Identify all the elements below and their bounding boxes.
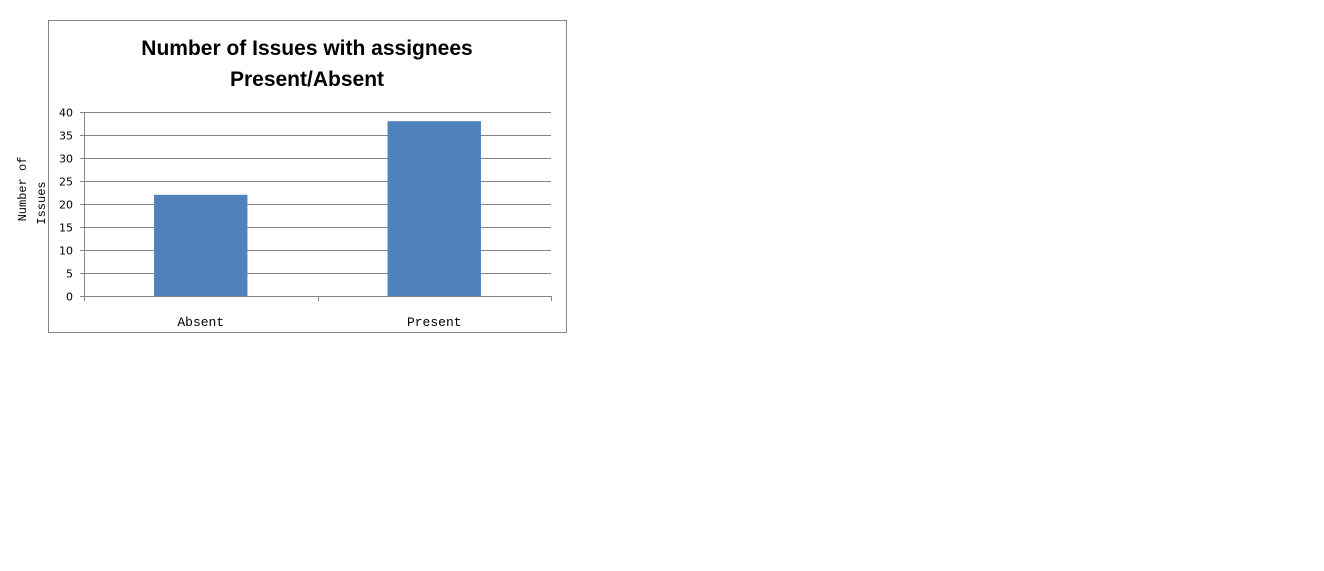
y-tick-label: 5 (66, 268, 73, 281)
chart-title: Number of Issues with assignees Present/… (141, 37, 472, 91)
x-tick-label: Present (407, 315, 462, 330)
y-tick-label: 30 (59, 153, 73, 166)
x-tick-label: Absent (177, 315, 224, 330)
y-axis-label: Number of Issues (16, 157, 49, 225)
y-tick-labels: 0 5 10 15 20 25 30 35 40 (59, 107, 73, 304)
y-tick-label: 40 (59, 107, 73, 120)
bars (154, 121, 481, 296)
bar-absent (154, 194, 248, 296)
y-tick-label: 35 (59, 130, 73, 143)
y-axis-label-line-1: Number of (16, 157, 30, 222)
y-tick-label: 20 (59, 199, 73, 212)
y-tick-label: 25 (59, 176, 73, 189)
y-tick-label: 15 (59, 222, 73, 235)
x-tick-labels: Absent Present (177, 315, 461, 330)
y-tick-label: 10 (59, 245, 73, 258)
bar-present (387, 121, 481, 296)
y-axis-label-line-2: Issues (35, 181, 49, 224)
chart-title-line-1: Number of Issues with assignees (141, 37, 472, 60)
chart-title-line-2: Present/Absent (230, 68, 384, 91)
y-tick-label: 0 (66, 291, 73, 304)
axes (80, 112, 552, 301)
